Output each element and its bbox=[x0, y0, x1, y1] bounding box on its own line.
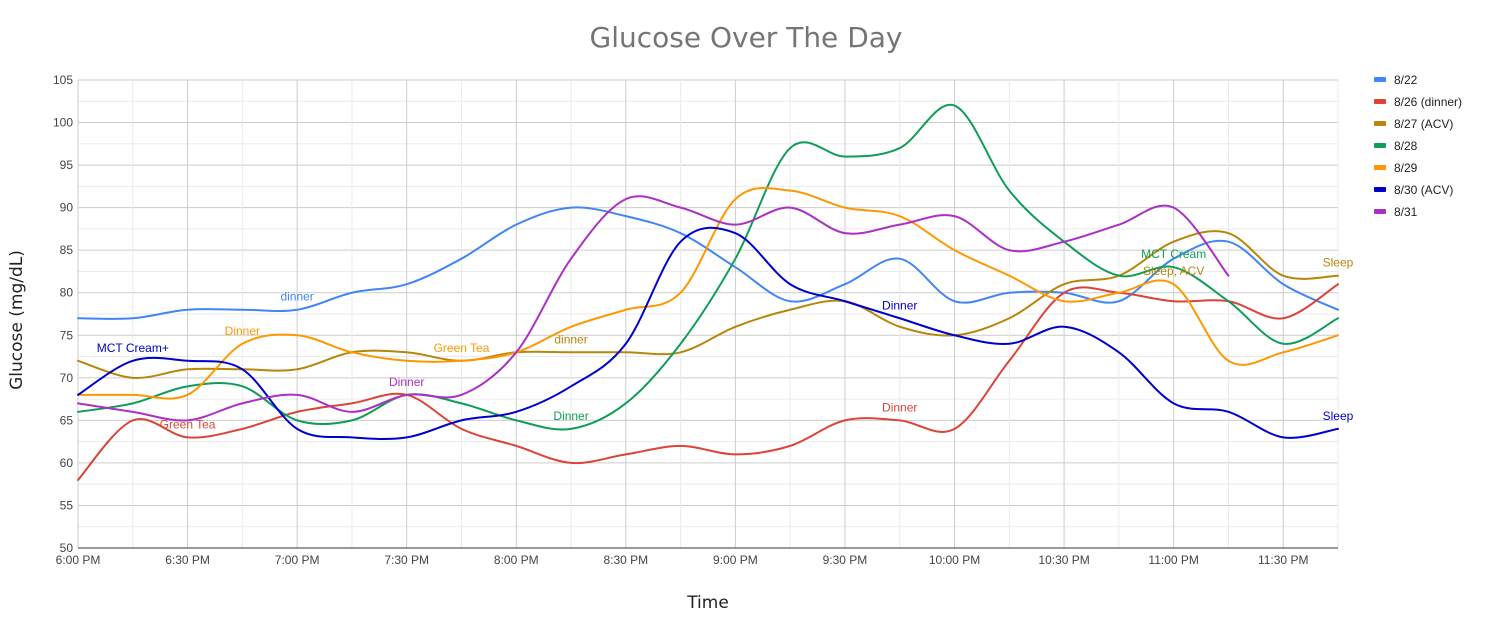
legend-swatch bbox=[1374, 99, 1386, 104]
chart-title: Glucose Over The Day bbox=[590, 21, 903, 54]
legend-swatch bbox=[1374, 143, 1386, 148]
series-line-8-30-acv bbox=[77, 226, 1339, 441]
y-tick-label: 85 bbox=[60, 243, 74, 257]
series-line-8-29 bbox=[77, 186, 1339, 400]
annotation-label: Sleep bbox=[1323, 256, 1354, 270]
x-tick-label: 9:30 PM bbox=[823, 553, 868, 567]
x-axis-ticks: 6:00 PM 6:30 PM 7:00 PM 7:30 PM 8:00 PM 8:30 … bbox=[56, 553, 1309, 567]
annotation-label: Dinner bbox=[882, 400, 917, 414]
x-tick-label: 8:30 PM bbox=[603, 553, 648, 567]
x-tick-label: 6:00 PM bbox=[56, 553, 101, 567]
legend-label: 8/29 bbox=[1394, 161, 1418, 175]
legend-label: 8/28 bbox=[1394, 139, 1418, 153]
legend-label: 8/26 (dinner) bbox=[1394, 95, 1462, 109]
x-tick-label: 11:30 PM bbox=[1258, 553, 1308, 567]
x-axis-title: Time bbox=[686, 593, 729, 613]
x-tick-label: 9:00 PM bbox=[713, 553, 758, 567]
legend-label: 8/22 bbox=[1394, 73, 1418, 87]
y-tick-label: 90 bbox=[60, 201, 74, 215]
y-tick-label: 55 bbox=[60, 498, 74, 512]
legend-label: 8/31 bbox=[1394, 205, 1418, 219]
annotation-label: Dinner bbox=[225, 324, 260, 338]
legend: 8/22 8/26 (dinner) 8/27 (ACV) 8/28 8/29 8/30 … bbox=[1374, 73, 1462, 219]
series-line-8-22 bbox=[77, 206, 1339, 320]
legend-swatch bbox=[1374, 209, 1386, 214]
annotation-label: Green Tea bbox=[434, 341, 490, 355]
annotation-label: MCT Cream+ bbox=[97, 341, 169, 355]
annotation-label: Sleep bbox=[1323, 409, 1354, 423]
x-tick-label: 7:00 PM bbox=[275, 553, 320, 567]
legend-swatch bbox=[1374, 121, 1386, 126]
gridlines bbox=[77, 79, 1339, 549]
y-tick-label: 100 bbox=[53, 116, 73, 130]
legend-swatch bbox=[1374, 165, 1386, 170]
x-tick-label: 10:30 PM bbox=[1038, 553, 1089, 567]
annotation-label: Sleep, ACV bbox=[1143, 264, 1204, 278]
y-tick-label: 50 bbox=[60, 541, 74, 555]
y-tick-label: 80 bbox=[60, 286, 74, 300]
y-axis-ticks: 50 55 60 65 70 75 80 85 90 95 100 105 bbox=[53, 73, 73, 555]
series-line-8-28 bbox=[77, 103, 1339, 431]
y-tick-label: 60 bbox=[60, 456, 74, 470]
annotation-label: dinner bbox=[554, 332, 587, 346]
series-line-8-27-acv bbox=[77, 230, 1339, 379]
x-tick-label: 10:00 PM bbox=[929, 553, 980, 567]
legend-swatch bbox=[1374, 187, 1386, 192]
annotation-label: Dinner bbox=[553, 409, 588, 423]
x-tick-label: 7:30 PM bbox=[384, 553, 429, 567]
annotation-label: Dinner bbox=[389, 375, 424, 389]
y-tick-label: 105 bbox=[53, 73, 73, 87]
x-tick-label: 6:30 PM bbox=[165, 553, 210, 567]
x-tick-label: 8:00 PM bbox=[494, 553, 539, 567]
legend-swatch bbox=[1374, 77, 1386, 82]
y-tick-label: 70 bbox=[60, 371, 74, 385]
y-tick-label: 75 bbox=[60, 328, 74, 342]
legend-label: 8/27 (ACV) bbox=[1394, 117, 1453, 131]
legend-label: 8/30 (ACV) bbox=[1394, 183, 1453, 197]
series-line-8-31 bbox=[77, 195, 1230, 422]
annotation-label: Green Tea bbox=[160, 417, 216, 431]
annotation-label: dinner bbox=[280, 290, 313, 304]
y-axis-title: Glucose (mg/dL) bbox=[7, 250, 27, 390]
y-tick-label: 95 bbox=[60, 158, 74, 172]
annotation-label: Dinner bbox=[882, 298, 917, 312]
x-tick-label: 11:00 PM bbox=[1148, 553, 1198, 567]
y-tick-label: 65 bbox=[60, 413, 74, 427]
series-lines bbox=[77, 103, 1339, 481]
annotations: dinner MCT Cream+ Dinner Green Tea Dinner Gre… bbox=[97, 247, 1354, 431]
annotation-label: MCT Cream bbox=[1141, 247, 1206, 261]
